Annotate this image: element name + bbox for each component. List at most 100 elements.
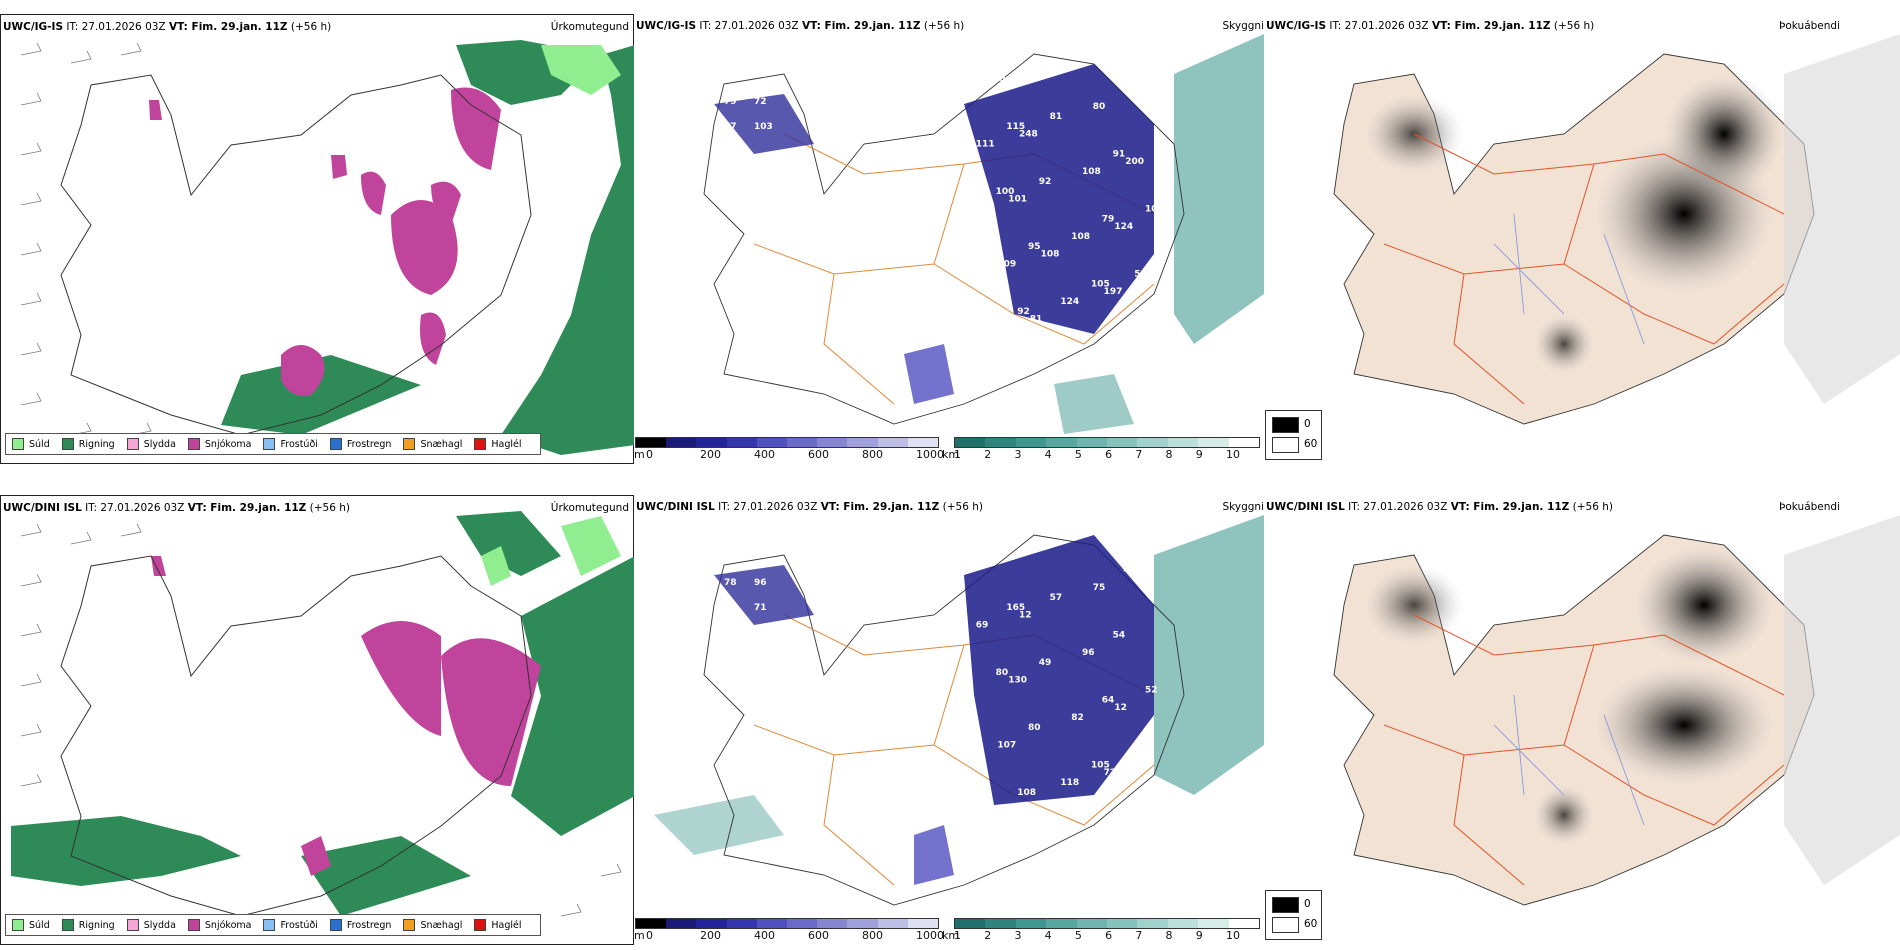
visibility-value-label: 81 bbox=[1030, 315, 1043, 325]
colorbar-segment bbox=[817, 919, 848, 928]
colorbar-segment bbox=[955, 919, 986, 928]
legend-swatch bbox=[263, 919, 276, 931]
precip-panel-bottom: UWC/DINI ISL IT: 27.01.2026 03Z VT: Fim.… bbox=[0, 495, 635, 945]
visibility-value-label: 111 bbox=[976, 140, 995, 150]
colorbar-tick: 7 bbox=[1135, 929, 1143, 942]
visibility-map: 79 72 77 103 100 105 115 79 92 91 95 75 92 55 81 108 124… bbox=[703, 34, 1264, 434]
fog-key-label: 0 bbox=[1304, 418, 1311, 430]
legend-swatch bbox=[126, 919, 139, 931]
colorbar-segment bbox=[877, 438, 908, 447]
colorbar-segment bbox=[847, 919, 878, 928]
legend-label: Súld bbox=[29, 919, 50, 931]
visibility-value-label: 54 bbox=[1113, 631, 1126, 641]
legend-item: Frostregn bbox=[329, 919, 391, 931]
colorbar-segment bbox=[1198, 438, 1229, 447]
precip-map bbox=[11, 511, 635, 917]
colorbar-tick: 5 bbox=[1074, 929, 1082, 942]
colorbar-segment bbox=[1228, 438, 1260, 447]
colorbar-tick: 4 bbox=[1044, 448, 1052, 461]
legend-label: Rigning bbox=[78, 919, 115, 931]
colorbar-tick: 3 bbox=[1014, 448, 1022, 461]
colorbar-tick: 2 bbox=[984, 448, 992, 461]
legend-item: Súld bbox=[12, 438, 50, 450]
visibility-value-label: 124 bbox=[1114, 222, 1133, 232]
colorbar-segment bbox=[1228, 919, 1260, 928]
legend-swatch bbox=[329, 438, 342, 450]
legend-label: Frostúði bbox=[280, 438, 318, 450]
legend-item: Rigning bbox=[61, 919, 115, 931]
colorbar-tick: 1 bbox=[954, 929, 961, 942]
fog-map bbox=[1333, 515, 1900, 906]
visibility-value-label: 75 bbox=[987, 556, 1000, 566]
roads bbox=[1383, 133, 1785, 405]
legend-swatch bbox=[187, 919, 200, 931]
visibility-value-label: 69 bbox=[976, 621, 989, 631]
visibility-value-label: 107 bbox=[997, 741, 1016, 751]
roads bbox=[753, 133, 1155, 405]
visibility-value-label: 43 bbox=[1123, 566, 1136, 576]
colorbar-segment bbox=[726, 919, 757, 928]
visibility-value-label: 79 bbox=[1102, 215, 1115, 225]
visibility-value-label: 92 bbox=[1039, 177, 1052, 187]
visibility-value-label: 248 bbox=[1019, 130, 1038, 140]
colorbar-unit: m bbox=[634, 448, 645, 461]
visibility-value-label: 130 bbox=[1008, 676, 1027, 686]
visibility-value-label: 108 bbox=[1017, 788, 1036, 798]
legend-label: Slydda bbox=[143, 919, 176, 931]
colorbar-tick: 9 bbox=[1195, 448, 1203, 461]
colorbar-segment bbox=[726, 438, 757, 447]
height-colorbar-labels: m 0 200 400 600 800 1000 bbox=[634, 929, 944, 943]
colorbar-tick: 8 bbox=[1165, 929, 1173, 942]
colorbar-tick: 9 bbox=[1195, 929, 1203, 942]
visibility-value-label: 105 bbox=[1091, 280, 1110, 290]
legend-item: Frostúði bbox=[263, 919, 318, 931]
fog-key-bottom: 0 60 bbox=[1265, 890, 1322, 940]
legend-label: Rigning bbox=[78, 438, 115, 450]
fog-key-label: 60 bbox=[1304, 438, 1318, 450]
rivers bbox=[1493, 213, 1645, 345]
colorbar-unit: km bbox=[942, 929, 960, 942]
panel-title: Skyggni bbox=[1222, 20, 1265, 32]
colorbar-tick: 0 bbox=[646, 929, 653, 942]
colorbar-segment bbox=[1076, 919, 1108, 928]
legend-item: Snjókoma bbox=[187, 438, 251, 450]
colorbar-segment bbox=[636, 919, 667, 928]
coastline bbox=[60, 555, 532, 917]
legend-item: Snæhagl bbox=[403, 438, 462, 450]
visibility-value-label: 108 bbox=[1071, 232, 1090, 242]
visibility-value-label: 124 bbox=[1060, 297, 1079, 307]
colorbar-tick: 200 bbox=[700, 448, 721, 461]
colorbar-tick: 400 bbox=[754, 929, 775, 942]
visibility-value-label: 55 bbox=[1134, 270, 1147, 280]
visibility-value-label: 81 bbox=[1050, 112, 1063, 122]
panel-title: Úrkomutegund bbox=[550, 502, 629, 514]
fog-panel-bottom: UWC/DINI ISL IT: 27.01.2026 03Z VT: Fim.… bbox=[1264, 495, 1900, 945]
legend-swatch bbox=[403, 438, 416, 450]
legend-label: Súld bbox=[29, 438, 50, 450]
colorbar-segment bbox=[907, 919, 939, 928]
visibility-colorbar-labels: km 1 2 3 4 5 6 7 8 9 10 bbox=[942, 929, 1262, 943]
visibility-value-label: 92 bbox=[1017, 307, 1030, 317]
colorbar-unit: km bbox=[942, 448, 960, 461]
colorbar-segment bbox=[1107, 438, 1138, 447]
visibility-value-label: 12 bbox=[1019, 611, 1032, 621]
visibility-value-label: 115 bbox=[1006, 122, 1025, 132]
visibility-value-label: 91 bbox=[1113, 150, 1126, 160]
visibility-colorbar bbox=[954, 437, 1260, 448]
colorbar-tick: 200 bbox=[700, 929, 721, 942]
colorbar-tick: 6 bbox=[1105, 929, 1113, 942]
visibility-value-label: 108 bbox=[1041, 250, 1060, 260]
legend-item: Slydda bbox=[126, 919, 176, 931]
visibility-value-label: 105 bbox=[1091, 761, 1110, 771]
legend-label: Frostúði bbox=[280, 919, 318, 931]
colorbar-segment bbox=[955, 438, 986, 447]
visibility-map: 78 96 93 71 80 105 165 64 108 54 80 43 49 60 57 52 118 69… bbox=[654, 515, 1264, 906]
visibility-value-label: 80 bbox=[1028, 723, 1041, 733]
precip-legend: Súld Rigning Slydda Snjókoma Frostúði Frostre… bbox=[5, 433, 541, 455]
colorbar-segment bbox=[847, 438, 878, 447]
legend-swatch bbox=[61, 438, 74, 450]
colorbar-segment bbox=[666, 438, 697, 447]
legend-item: Haglél bbox=[474, 438, 522, 450]
colorbar-tick: 800 bbox=[862, 448, 883, 461]
visibility-value-label: 297 bbox=[1136, 92, 1155, 102]
